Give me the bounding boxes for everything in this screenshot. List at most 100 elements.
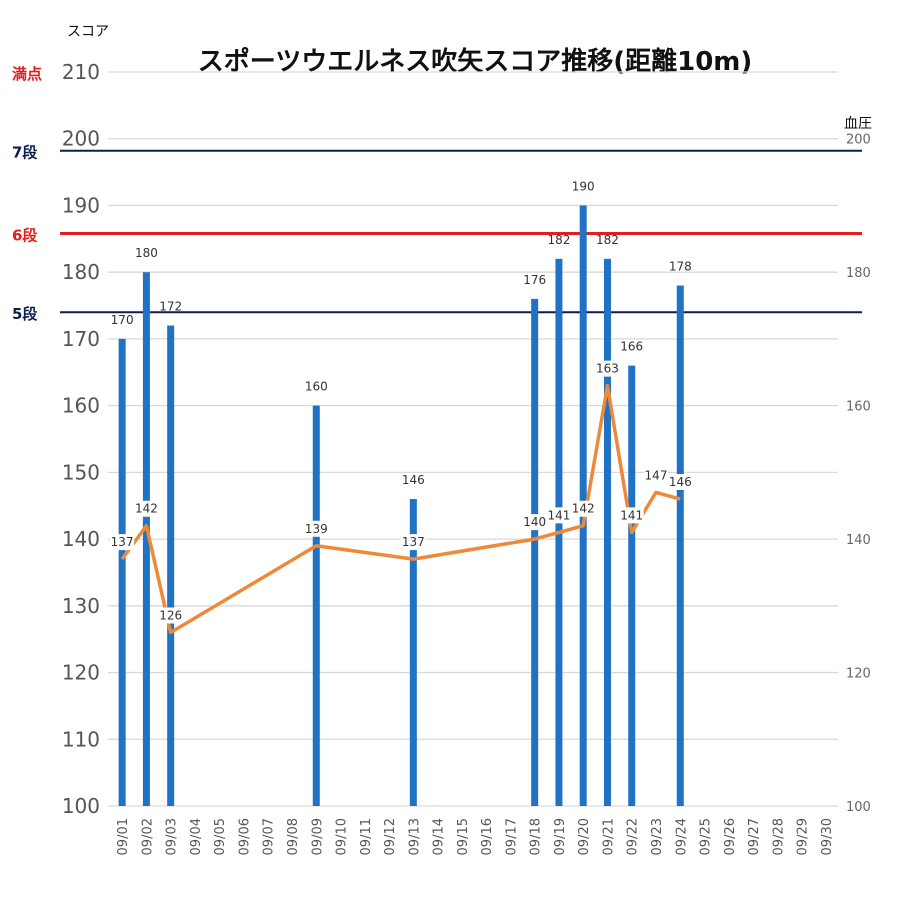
- x-tick-label: 09/27: [747, 818, 762, 855]
- x-tick-label: 09/04: [189, 818, 204, 855]
- x-tick-label: 09/14: [432, 818, 447, 855]
- right-y-tick-label: 120: [846, 667, 871, 682]
- bar: [628, 365, 636, 806]
- right-y-tick-label: 100: [846, 800, 871, 815]
- reference-line-label: 5段: [12, 305, 37, 323]
- x-tick-label: 09/01: [116, 818, 131, 855]
- line-value-label-bg: [134, 500, 159, 517]
- line-value-label-bg: [546, 507, 571, 524]
- bar-value-label: 182: [547, 233, 570, 247]
- x-tick-label: 09/05: [213, 818, 228, 855]
- line-value-label-bg: [595, 360, 620, 377]
- x-tick-label: 09/09: [310, 818, 325, 855]
- x-tick-label: 09/30: [820, 818, 835, 855]
- line-value-label: 137: [111, 535, 134, 549]
- x-tick-label: 09/06: [237, 818, 252, 855]
- x-tick-label: 09/08: [286, 818, 301, 855]
- left-y-tick-label: 170: [62, 327, 100, 351]
- line-value-label-bg: [522, 514, 547, 531]
- right-y-tick-label: 200: [846, 133, 871, 148]
- line-value-label-bg: [401, 534, 426, 551]
- x-tick-label: 09/22: [626, 818, 641, 855]
- bar-value-label: 172: [159, 300, 182, 314]
- line-value-label-bg: [110, 534, 135, 551]
- bar: [603, 258, 611, 806]
- left-y-tick-label: 100: [62, 794, 100, 818]
- x-tick-label: 09/28: [771, 818, 786, 855]
- x-tick-label: 09/25: [699, 818, 714, 855]
- x-tick-label: 09/29: [796, 818, 811, 855]
- bar-value-label: 176: [523, 273, 546, 287]
- line-value-label: 163: [596, 362, 619, 376]
- bar-value-label: 146: [402, 473, 425, 487]
- line-value-label: 142: [572, 502, 595, 516]
- line-value-label: 141: [620, 508, 643, 522]
- x-tick-label: 09/10: [335, 818, 350, 855]
- line-value-label: 142: [135, 502, 158, 516]
- reference-line-label: 6段: [12, 226, 37, 244]
- blood-pressure-line: [120, 383, 681, 635]
- left-y-tick-label: 150: [62, 460, 100, 484]
- bar-value-label: 166: [620, 340, 643, 354]
- x-tick-label: 09/18: [529, 818, 544, 855]
- left-axis-title: スコア: [67, 24, 109, 40]
- line-value-label: 147: [645, 468, 668, 482]
- line-value-label: 141: [547, 508, 570, 522]
- x-tick-label: 09/21: [601, 818, 616, 855]
- x-tick-label: 09/20: [577, 818, 592, 855]
- left-y-tick-label: 110: [62, 727, 100, 751]
- x-tick-label: 09/11: [359, 818, 374, 855]
- x-tick-label: 09/12: [383, 818, 398, 855]
- x-tick-label: 09/23: [650, 818, 665, 855]
- line-value-label-bg: [668, 474, 693, 491]
- bar-value-label: 178: [669, 260, 692, 274]
- bar: [409, 499, 417, 806]
- line-value-label-bg: [158, 607, 183, 624]
- left-y-tick-label: 200: [62, 127, 100, 151]
- line-value-label: 146: [669, 475, 692, 489]
- x-tick-label: 09/16: [480, 818, 495, 855]
- bar-value-label: 160: [305, 380, 328, 394]
- left-y-tick-label: 120: [62, 661, 100, 685]
- line-value-label-bg: [644, 467, 668, 484]
- right-y-tick-label: 140: [846, 533, 871, 548]
- bar-value-label: 170: [111, 313, 134, 327]
- bar-value-label: 182: [596, 233, 619, 247]
- x-tick-label: 09/26: [723, 818, 738, 855]
- line-value-label-bg: [304, 520, 329, 537]
- line-value-label: 126: [159, 609, 182, 623]
- right-y-tick-label: 160: [846, 400, 871, 415]
- bar: [676, 285, 684, 806]
- left-y-tick-label: 160: [62, 394, 100, 418]
- x-tick-label: 09/02: [140, 818, 155, 855]
- x-tick-label: 09/24: [674, 818, 689, 855]
- reference-line-label: 満点: [12, 65, 42, 83]
- left-y-tick-label: 190: [62, 193, 100, 217]
- left-y-tick-label: 210: [62, 60, 100, 84]
- line-value-label: 140: [523, 515, 546, 529]
- line-value-label-bg: [619, 507, 644, 524]
- left-y-tick-label: 180: [62, 260, 100, 284]
- reference-line-label: 7段: [12, 144, 37, 162]
- x-tick-label: 09/15: [456, 818, 471, 855]
- bar: [118, 338, 126, 806]
- x-tick-label: 09/17: [504, 818, 519, 855]
- x-tick-label: 09/03: [165, 818, 180, 855]
- x-tick-label: 09/19: [553, 818, 568, 855]
- bar-value-label: 180: [135, 246, 158, 260]
- line-value-label: 137: [402, 535, 425, 549]
- x-tick-label: 09/07: [262, 818, 277, 855]
- bar: [312, 405, 320, 806]
- left-y-tick-label: 140: [62, 527, 100, 551]
- bar: [167, 325, 175, 806]
- bar-value-label: 190: [572, 179, 595, 193]
- x-tick-label: 09/13: [407, 818, 422, 855]
- right-y-tick-label: 180: [846, 266, 871, 281]
- left-y-tick-label: 130: [62, 594, 100, 618]
- right-axis-title: 血圧: [844, 116, 872, 132]
- line-value-label: 139: [305, 522, 328, 536]
- bar: [531, 298, 539, 806]
- line-value-label-bg: [571, 500, 596, 517]
- bar: [142, 272, 150, 806]
